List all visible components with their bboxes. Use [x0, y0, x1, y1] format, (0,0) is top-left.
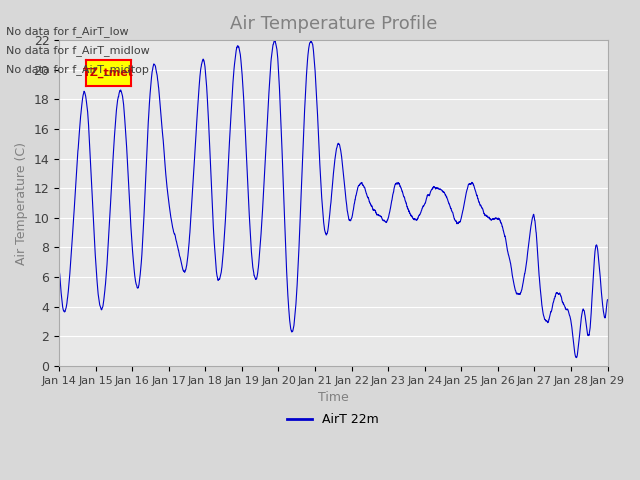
- X-axis label: Time: Time: [318, 391, 349, 404]
- AirT 22m: [573, 355, 580, 360]
- Y-axis label: Air Temperature (C): Air Temperature (C): [15, 142, 28, 264]
- AirT 22m: [209, 201, 216, 207]
- Line: AirT 22m: AirT 22m: [59, 40, 607, 358]
- Legend: AirT 22m: AirT 22m: [282, 408, 384, 432]
- Text: No data for f_AirT_midtop: No data for f_AirT_midtop: [6, 64, 149, 75]
- AirT 22m: [173, 240, 180, 245]
- AirT 22m: [55, 268, 63, 274]
- Text: No data for f_AirT_midlow: No data for f_AirT_midlow: [6, 45, 150, 56]
- Text: No data for f_AirT_low: No data for f_AirT_low: [6, 25, 129, 36]
- Title: Air Temperature Profile: Air Temperature Profile: [230, 15, 437, 33]
- Text: TZ_tmet: TZ_tmet: [83, 68, 134, 78]
- AirT 22m: [552, 292, 559, 298]
- AirT 22m: [387, 202, 395, 208]
- AirT 22m: [397, 183, 404, 189]
- AirT 22m: [271, 37, 278, 43]
- AirT 22m: [604, 297, 611, 303]
- AirT 22m: [604, 297, 611, 302]
